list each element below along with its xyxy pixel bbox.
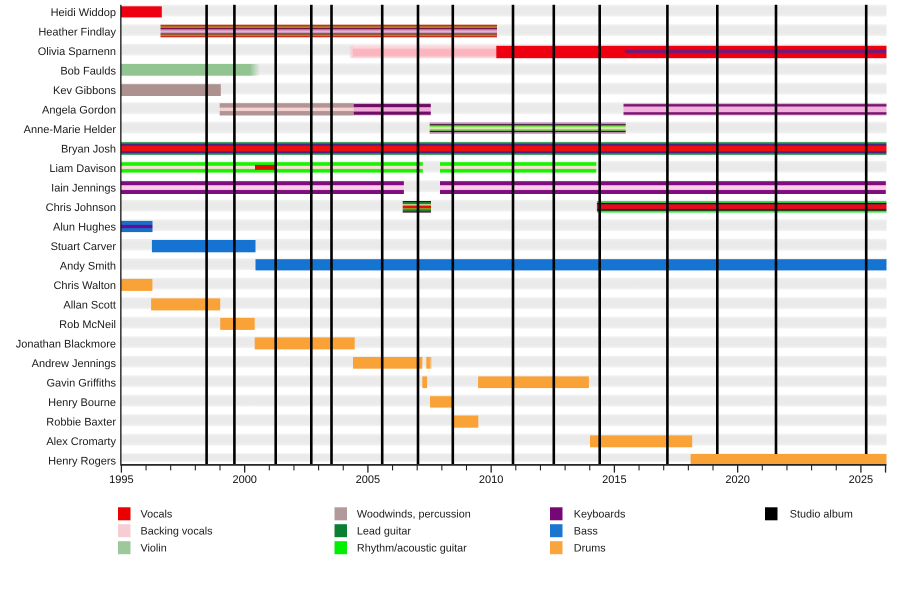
svg-text:Kev Gibbons: Kev Gibbons [53, 85, 116, 97]
svg-text:Stuart Carver: Stuart Carver [51, 241, 117, 253]
svg-text:Violin: Violin [141, 543, 167, 555]
svg-text:Gavin Griffiths: Gavin Griffiths [47, 377, 117, 389]
svg-text:Bob Faulds: Bob Faulds [60, 65, 116, 77]
svg-text:Backing vocals: Backing vocals [141, 526, 214, 538]
svg-text:2005: 2005 [356, 474, 380, 486]
svg-text:Alun Hughes: Alun Hughes [53, 221, 116, 233]
svg-text:Keyboards: Keyboards [574, 509, 626, 521]
svg-text:Andrew Jennings: Andrew Jennings [32, 358, 117, 370]
svg-text:2010: 2010 [479, 474, 503, 486]
svg-text:Rhythm/acoustic guitar: Rhythm/acoustic guitar [357, 543, 467, 555]
svg-text:Bryan Josh: Bryan Josh [61, 143, 116, 155]
svg-text:Vocals: Vocals [141, 509, 173, 521]
svg-text:Anne-Marie Helder: Anne-Marie Helder [24, 124, 117, 136]
svg-text:Heidi Widdop: Heidi Widdop [51, 7, 116, 19]
svg-text:1995: 1995 [109, 474, 133, 486]
svg-text:2020: 2020 [725, 474, 749, 486]
svg-text:Bass: Bass [574, 526, 599, 538]
svg-text:Angela Gordon: Angela Gordon [42, 104, 116, 116]
svg-text:Robbie Baxter: Robbie Baxter [46, 416, 116, 428]
svg-text:2015: 2015 [602, 474, 626, 486]
svg-text:Woodwinds, percussion: Woodwinds, percussion [357, 509, 471, 521]
svg-text:Chris Walton: Chris Walton [53, 280, 116, 292]
svg-text:Studio album: Studio album [790, 509, 853, 521]
svg-text:Heather Findlay: Heather Findlay [38, 26, 116, 38]
svg-text:Lead guitar: Lead guitar [357, 526, 411, 538]
svg-text:Jonathan Blackmore: Jonathan Blackmore [16, 338, 116, 350]
svg-text:Olivia Sparnenn: Olivia Sparnenn [38, 46, 116, 58]
svg-text:Rob McNeil: Rob McNeil [59, 319, 116, 331]
svg-text:Andy Smith: Andy Smith [60, 260, 116, 272]
svg-text:2025: 2025 [849, 474, 873, 486]
svg-text:2000: 2000 [232, 474, 256, 486]
svg-text:Alex Cromarty: Alex Cromarty [46, 436, 116, 448]
svg-text:Drums: Drums [574, 543, 606, 555]
svg-text:Iain Jennings: Iain Jennings [51, 182, 116, 194]
svg-text:Chris Johnson: Chris Johnson [46, 202, 116, 214]
svg-text:Henry Rogers: Henry Rogers [48, 455, 116, 467]
svg-text:Liam Davison: Liam Davison [49, 163, 116, 175]
svg-text:Henry Bourne: Henry Bourne [48, 397, 116, 409]
svg-text:Allan Scott: Allan Scott [63, 299, 116, 311]
